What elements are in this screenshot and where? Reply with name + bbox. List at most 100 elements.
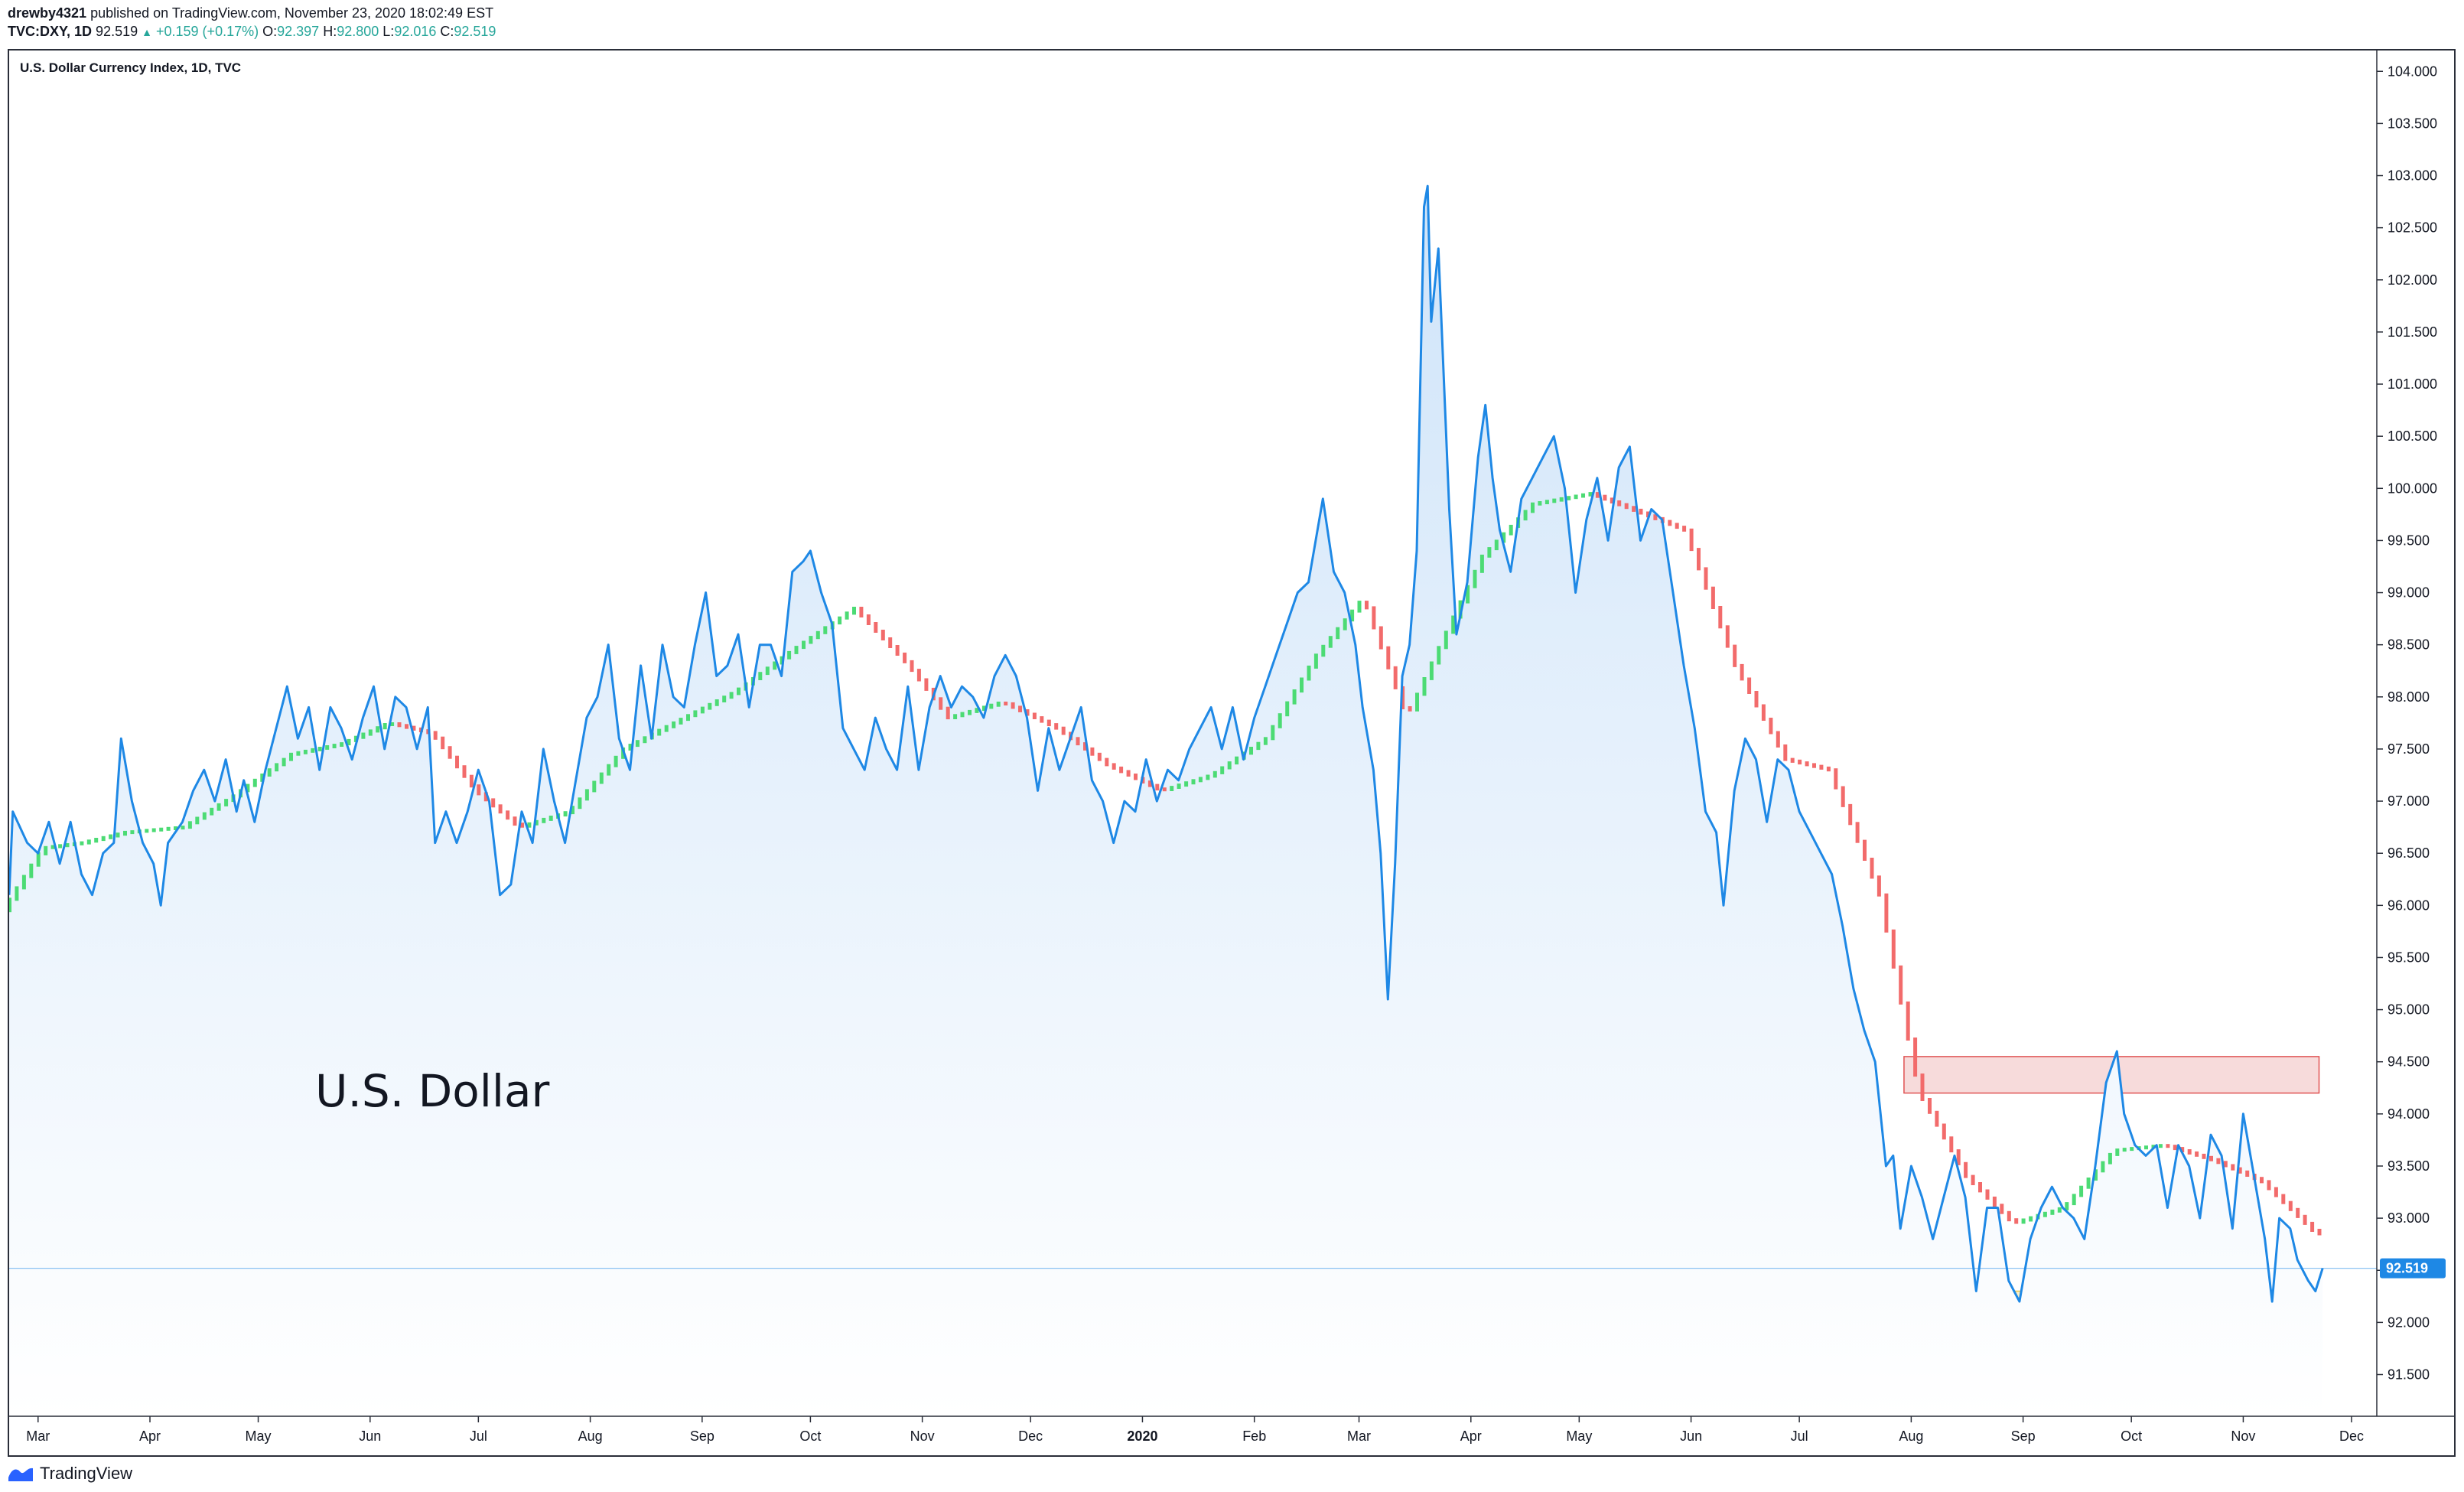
ma-segment	[29, 863, 34, 878]
ma-segment	[361, 732, 366, 739]
y-tick-label: 94.500	[2388, 1054, 2430, 1070]
ma-segment	[2029, 1216, 2033, 1222]
ma-segment	[412, 725, 416, 731]
x-tick-label: Apr	[1460, 1428, 1482, 1444]
ma-segment	[311, 748, 315, 753]
ma-segment	[592, 780, 597, 793]
ma-segment	[1249, 747, 1253, 755]
ma-segment	[1278, 713, 1282, 728]
ma-segment	[1479, 554, 1484, 573]
ma-segment	[542, 817, 546, 823]
ma-segment	[2094, 1169, 2098, 1181]
ma-segment	[1863, 839, 1867, 861]
ma-segment	[1097, 752, 1102, 761]
ma-segment	[1263, 737, 1268, 745]
ma-segment	[852, 607, 856, 615]
ma-segment	[1212, 770, 1217, 778]
open-label: O:	[262, 24, 278, 39]
ma-segment	[1046, 719, 1051, 727]
ma-segment	[80, 841, 84, 845]
ma-segment	[1876, 875, 1881, 897]
ma-segment	[1920, 1073, 1925, 1101]
ma-segment	[1928, 1098, 1932, 1114]
ma-segment	[2238, 1167, 2242, 1174]
y-tick-label: 96.500	[2388, 845, 2430, 861]
ma-segment	[2223, 1161, 2228, 1168]
price-change: +0.159 (+0.17%)	[156, 24, 259, 39]
y-tick-label: 101.500	[2388, 324, 2437, 340]
ma-segment	[1054, 723, 1059, 730]
ma-segment	[1682, 526, 1687, 532]
ma-segment	[1451, 615, 1456, 634]
ma-segment	[1235, 756, 1239, 765]
author-name[interactable]: drewby4321	[8, 5, 87, 21]
tradingview-brand[interactable]: TradingView	[40, 1464, 133, 1483]
ma-segment	[1710, 586, 1715, 609]
ma-segment	[859, 607, 864, 617]
ma-segment	[1956, 1149, 1961, 1165]
ma-segment	[1300, 677, 1304, 693]
ma-segment	[1754, 691, 1759, 708]
ma-segment	[1646, 511, 1650, 518]
ma-segment	[845, 611, 849, 620]
ma-segment	[1184, 781, 1189, 787]
tradingview-logo-icon[interactable]	[8, 1465, 34, 1482]
ma-segment	[534, 819, 539, 826]
ma-segment	[1798, 759, 1802, 765]
ma-segment	[1733, 644, 1737, 667]
ma-segment	[2187, 1149, 2192, 1155]
ma-segment	[2296, 1207, 2300, 1218]
ma-segment	[187, 821, 192, 829]
ma-segment	[1855, 822, 1860, 843]
x-tick-label: May	[246, 1428, 272, 1444]
ma-segment	[1494, 539, 1499, 551]
low-label: L:	[382, 24, 395, 39]
ma-segment	[1083, 742, 1087, 751]
ma-segment	[578, 797, 582, 810]
ma-segment	[1776, 731, 1780, 748]
y-tick-label: 100.000	[2388, 481, 2437, 496]
ma-segment	[15, 886, 19, 901]
ma-segment	[1177, 783, 1181, 789]
ma-segment	[2317, 1229, 2322, 1236]
ma-segment	[1220, 766, 1225, 774]
y-tick-label: 97.500	[2388, 741, 2430, 757]
price-area-fill	[9, 186, 2323, 1417]
ma-segment	[657, 728, 662, 736]
ma-segment	[109, 834, 113, 839]
ma-segment	[368, 729, 373, 736]
x-tick-label: Feb	[1242, 1428, 1266, 1444]
last-price-tag-label: 92.519	[2386, 1261, 2428, 1276]
ma-segment	[1531, 502, 1535, 513]
price-line	[9, 184, 2324, 1303]
last-price-tag: 92.519	[2380, 1258, 2446, 1279]
ma-segment	[296, 751, 301, 756]
ma-segment	[2050, 1209, 2055, 1215]
ma-segment	[2303, 1214, 2307, 1225]
ma-segment	[1191, 779, 1196, 785]
ma-segment	[981, 705, 986, 712]
ma-segment	[1603, 494, 1607, 501]
ma-segment	[462, 765, 467, 778]
ma-segment	[2195, 1151, 2199, 1157]
ma-segment	[2267, 1180, 2271, 1191]
ma-segment	[2115, 1148, 2120, 1156]
ma-segment	[1155, 783, 1160, 791]
x-tick-label: Jul	[470, 1428, 487, 1444]
ma-segment	[916, 669, 921, 682]
ma-segment	[1697, 548, 1701, 571]
ma-segment	[1632, 506, 1636, 512]
ma-segment	[58, 844, 63, 849]
ma-segment	[1581, 493, 1585, 498]
y-tick-label: 104.000	[2388, 64, 2437, 79]
ma-segment	[216, 803, 221, 811]
chart-canvas[interactable]: 91.50092.00092.50093.00093.50094.00094.5…	[9, 50, 2454, 1455]
ma-segment	[664, 725, 669, 732]
ma-segment	[94, 838, 99, 843]
ma-segment	[2274, 1187, 2278, 1197]
ma-segment	[1826, 766, 1831, 772]
ma-segment	[686, 714, 690, 722]
ma-segment	[340, 742, 344, 747]
ma-segment	[1769, 718, 1773, 735]
ma-segment	[989, 703, 994, 709]
